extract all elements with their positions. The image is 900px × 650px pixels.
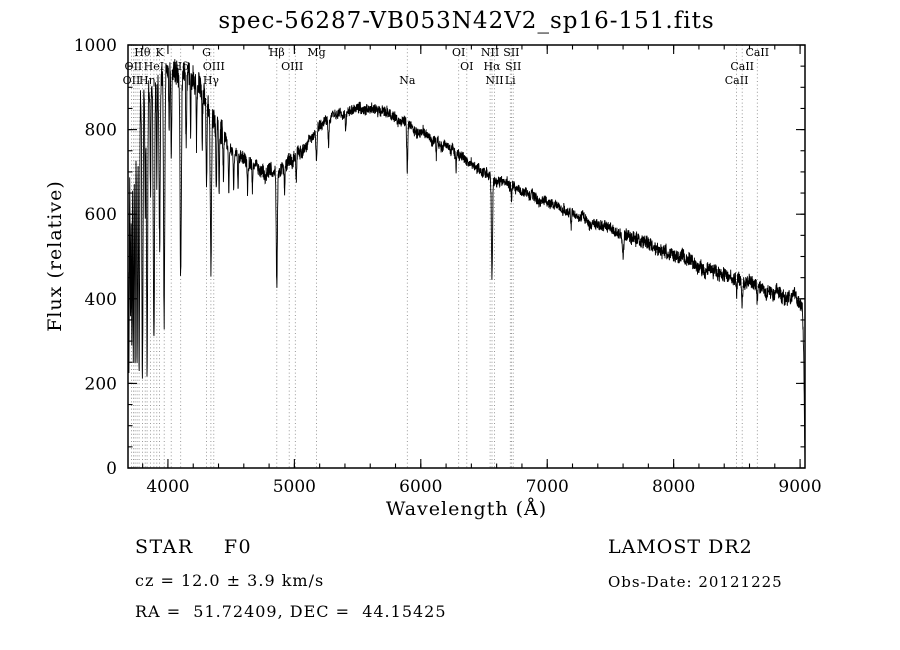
svg-text:400: 400 <box>85 290 117 310</box>
page-title: spec-56287-VB053N42V2_sp16-151.fits <box>218 8 715 34</box>
svg-text:600: 600 <box>85 205 117 225</box>
x-axis-label: Wavelength (Å) <box>385 498 548 520</box>
svg-text:CaII: CaII <box>730 60 754 73</box>
svg-text:SII: SII <box>505 60 521 73</box>
svg-text:CaII: CaII <box>745 46 769 59</box>
svg-text:OI: OI <box>452 46 465 59</box>
svg-text:OI: OI <box>460 60 473 73</box>
object-class-label: STAR F0 <box>135 536 253 558</box>
svg-text:Li: Li <box>505 74 516 87</box>
svg-text:OII: OII <box>125 60 143 73</box>
svg-text:G: G <box>202 46 211 59</box>
svg-text:200: 200 <box>85 374 117 394</box>
svg-text:Mg: Mg <box>307 46 325 59</box>
svg-text:Hγ: Hγ <box>203 74 220 87</box>
svg-text:Hθ: Hθ <box>134 46 151 59</box>
svg-text:NII: NII <box>485 74 503 87</box>
svg-text:SII: SII <box>503 46 519 59</box>
svg-text:1000: 1000 <box>74 36 117 56</box>
svg-text:OIII: OIII <box>203 60 225 73</box>
svg-text:CaII: CaII <box>725 74 749 87</box>
svg-text:4000: 4000 <box>146 477 189 497</box>
svg-text:6000: 6000 <box>399 477 442 497</box>
svg-text:Hβ: Hβ <box>269 46 285 59</box>
svg-text:9000: 9000 <box>778 477 821 497</box>
svg-text:Hη: Hη <box>139 74 155 87</box>
redshift-velocity: cz = 12.0 ± 3.9 km/s <box>135 571 325 590</box>
svg-text:OIII: OIII <box>281 60 303 73</box>
svg-text:7000: 7000 <box>526 477 569 497</box>
y-axis-label: Flux (relative) <box>44 180 66 332</box>
coordinates: RA = 51.72409, DEC = 44.15425 <box>135 602 447 621</box>
obs-date: Obs-Date: 20121225 <box>608 573 783 591</box>
svg-text:Na: Na <box>399 74 416 87</box>
svg-text:NII: NII <box>481 46 499 59</box>
svg-text:HeI: HeI <box>144 60 164 73</box>
survey-label: LAMOST DR2 <box>608 536 753 558</box>
svg-text:0: 0 <box>106 459 117 479</box>
svg-text:Hδ: Hδ <box>173 60 190 73</box>
svg-text:800: 800 <box>85 121 117 141</box>
svg-text:Hα: Hα <box>483 60 501 73</box>
svg-text:5000: 5000 <box>273 477 316 497</box>
svg-text:K: K <box>155 46 164 59</box>
svg-text:8000: 8000 <box>652 477 695 497</box>
svg-text:OII: OII <box>123 74 141 87</box>
